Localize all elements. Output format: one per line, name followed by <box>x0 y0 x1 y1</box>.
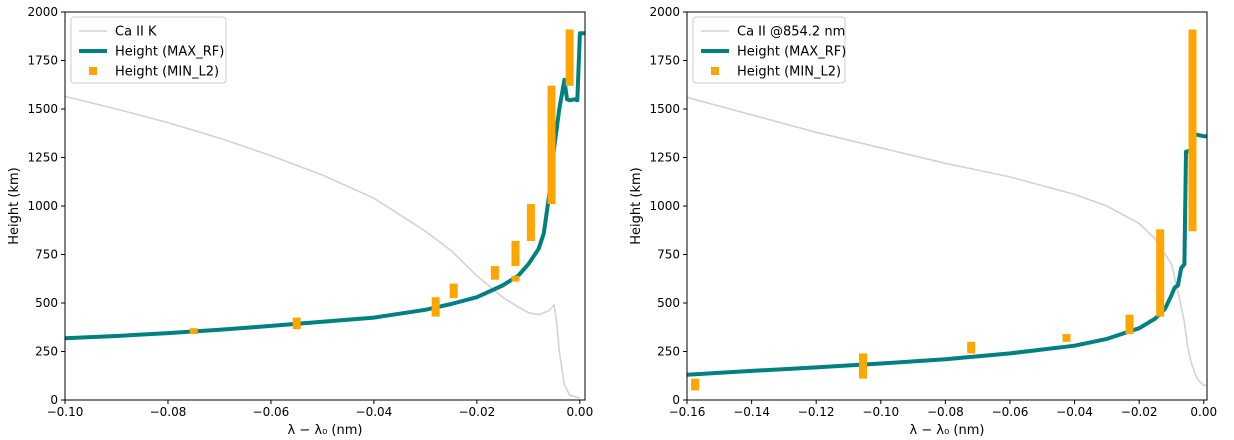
legend: Ca II K Height (MAX_RF) Height (MIN_L2) <box>70 16 227 84</box>
y-tick-label: 2000 <box>27 5 58 19</box>
legend-box <box>70 16 227 84</box>
y-tick-label: 250 <box>35 345 58 359</box>
min-l2-bar <box>1188 29 1197 232</box>
x-tick-label: −0.06 <box>992 405 1029 419</box>
plot-area <box>687 29 1207 391</box>
x-tick-label: 0.00 <box>566 405 593 419</box>
legend-swatch-min-l2 <box>711 67 719 75</box>
legend-swatch-min-l2 <box>89 67 97 75</box>
legend: Ca II @854.2 nm Height (MAX_RF) Height (MI… <box>692 16 846 84</box>
y-tick-label: 1500 <box>649 102 680 116</box>
plot-area <box>65 29 585 399</box>
min-l2-bar <box>1062 334 1071 342</box>
legend-entry-label: Height (MIN_L2) <box>737 65 841 80</box>
min-l2-bar <box>292 317 301 330</box>
legend-entry-label: Ca II K <box>115 25 157 40</box>
x-tick-label: −0.10 <box>47 405 84 419</box>
min-l2-bar <box>691 378 700 391</box>
y-tick-label: 0 <box>672 393 680 407</box>
y-axis-label: Height (km) <box>7 167 22 244</box>
y-tick-label: 750 <box>657 248 680 262</box>
min-l2-bar <box>526 204 535 241</box>
legend-entry-label: Ca II @854.2 nm <box>737 25 845 40</box>
min-l2-bar <box>189 328 198 334</box>
y-tick-label: 1250 <box>27 151 58 165</box>
y-tick-label: 2000 <box>649 5 680 19</box>
min-l2-bar <box>967 341 976 354</box>
y-tick-label: 1500 <box>27 102 58 116</box>
x-tick-label: 0.00 <box>1190 405 1217 419</box>
y-tick-label: 1250 <box>649 151 680 165</box>
y-tick-label: 1750 <box>649 54 680 68</box>
x-tick-label: −0.04 <box>356 405 393 419</box>
x-axis-label: λ − λ₀ (nm) <box>288 423 363 438</box>
legend-entry-label: Height (MIN_L2) <box>115 65 219 80</box>
x-tick-label: −0.16 <box>669 405 706 419</box>
x-tick-label: −0.04 <box>1056 405 1093 419</box>
x-tick-label: −0.12 <box>798 405 835 419</box>
y-tick-label: 1750 <box>27 54 58 68</box>
min-l2-bar <box>511 275 520 282</box>
min-l2-bar <box>511 240 520 267</box>
y-axis-label: Height (km) <box>629 167 644 244</box>
series-line-max-rf <box>687 132 1207 377</box>
min-l2-bar <box>547 85 556 204</box>
min-l2-bar <box>565 29 574 86</box>
y-tick-label: 0 <box>50 393 58 407</box>
x-tick-label: −0.06 <box>253 405 290 419</box>
min-l2-bar <box>431 297 440 317</box>
y-tick-label: 250 <box>657 345 680 359</box>
min-l2-bar <box>490 266 499 280</box>
series-line-max-rf <box>65 31 585 341</box>
legend-entry-label: Height (MAX_RF) <box>737 45 846 60</box>
min-l2-bar <box>1156 229 1165 317</box>
min-l2-bar <box>1125 314 1134 334</box>
y-tick-label: 500 <box>35 296 58 310</box>
y-tick-label: 1000 <box>649 199 680 213</box>
left-chart-panel: −0.10 −0.08 −0.06 −0.04 −0.02 0.00 0 250 500 750 1… <box>7 5 593 438</box>
x-tick-label: −0.10 <box>862 405 899 419</box>
min-l2-bar <box>859 353 867 379</box>
x-axis-label: λ − λ₀ (nm) <box>910 423 985 438</box>
series-line-profile <box>687 96 1207 387</box>
x-tick-label: −0.08 <box>150 405 187 419</box>
x-tick-label: −0.08 <box>927 405 964 419</box>
x-tick-label: −0.02 <box>458 405 495 419</box>
y-tick-label: 1000 <box>27 199 58 213</box>
x-tick-label: −0.14 <box>733 405 770 419</box>
right-chart-panel: −0.16 −0.14 −0.12 −0.10 −0.08 −0.06 −0.04 −0.02… <box>629 5 1217 438</box>
y-tick-label: 750 <box>35 248 58 262</box>
legend-box <box>692 16 846 84</box>
legend-entry-label: Height (MAX_RF) <box>115 45 224 60</box>
y-tick-label: 500 <box>657 296 680 310</box>
series-line-profile <box>65 95 581 399</box>
x-tick-label: −0.02 <box>1121 405 1158 419</box>
min-l2-bar <box>449 283 458 299</box>
